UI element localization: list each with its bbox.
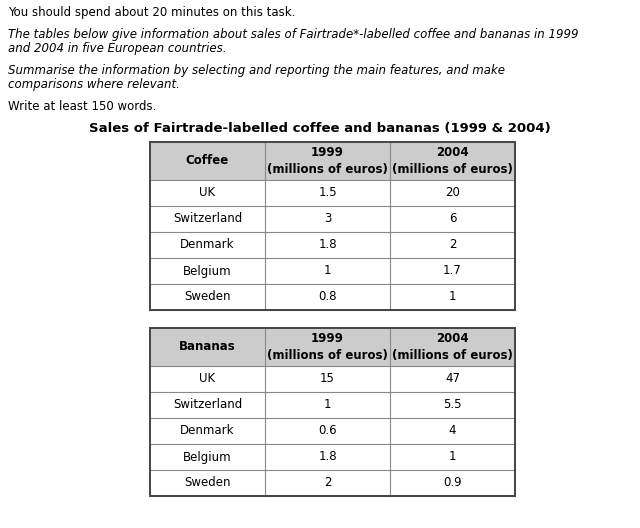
Bar xyxy=(150,180,515,206)
Text: 1: 1 xyxy=(324,265,332,278)
Text: 1.8: 1.8 xyxy=(318,239,337,251)
Text: Summarise the information by selecting and reporting the main features, and make: Summarise the information by selecting a… xyxy=(8,64,505,77)
Text: 3: 3 xyxy=(324,212,331,225)
Text: 1: 1 xyxy=(324,399,332,411)
Text: 2: 2 xyxy=(449,239,456,251)
Text: and 2004 in five European countries.: and 2004 in five European countries. xyxy=(8,42,227,55)
Text: 1.5: 1.5 xyxy=(318,186,337,200)
Text: Sweden: Sweden xyxy=(184,290,231,304)
Text: 6: 6 xyxy=(449,212,456,225)
Bar xyxy=(150,142,515,310)
Text: 47: 47 xyxy=(445,372,460,385)
Bar xyxy=(150,258,515,284)
Text: 2: 2 xyxy=(324,476,332,489)
Text: 1: 1 xyxy=(449,290,456,304)
Bar xyxy=(150,206,515,232)
Text: 1999
(millions of euros): 1999 (millions of euros) xyxy=(267,146,388,175)
Text: 2004
(millions of euros): 2004 (millions of euros) xyxy=(392,146,513,175)
Bar xyxy=(150,366,515,392)
Text: 20: 20 xyxy=(445,186,460,200)
Text: Coffee: Coffee xyxy=(186,155,229,167)
Text: 1999
(millions of euros): 1999 (millions of euros) xyxy=(267,333,388,362)
Text: Bananas: Bananas xyxy=(179,341,236,354)
Bar xyxy=(150,328,515,496)
Text: Sales of Fairtrade-labelled coffee and bananas (1999 & 2004): Sales of Fairtrade-labelled coffee and b… xyxy=(89,122,551,135)
Bar xyxy=(150,418,515,444)
Bar xyxy=(150,392,515,418)
Text: 1.8: 1.8 xyxy=(318,450,337,464)
Text: 1.7: 1.7 xyxy=(443,265,462,278)
Text: 0.9: 0.9 xyxy=(443,476,462,489)
Text: Write at least 150 words.: Write at least 150 words. xyxy=(8,100,156,113)
Text: Switzerland: Switzerland xyxy=(173,399,242,411)
Bar xyxy=(150,142,515,180)
Text: The tables below give information about sales of Fairtrade*-labelled coffee and : The tables below give information about … xyxy=(8,28,579,41)
Text: UK: UK xyxy=(200,372,216,385)
Text: Switzerland: Switzerland xyxy=(173,212,242,225)
Text: 5.5: 5.5 xyxy=(444,399,461,411)
Bar xyxy=(150,470,515,496)
Bar xyxy=(150,444,515,470)
Text: UK: UK xyxy=(200,186,216,200)
Text: Belgium: Belgium xyxy=(183,265,232,278)
Text: Denmark: Denmark xyxy=(180,239,235,251)
Text: 0.6: 0.6 xyxy=(318,425,337,438)
Text: 15: 15 xyxy=(320,372,335,385)
Bar xyxy=(150,328,515,366)
Text: 4: 4 xyxy=(449,425,456,438)
Text: You should spend about 20 minutes on this task.: You should spend about 20 minutes on thi… xyxy=(8,6,296,19)
Text: Denmark: Denmark xyxy=(180,425,235,438)
Bar xyxy=(150,232,515,258)
Text: 1: 1 xyxy=(449,450,456,464)
Text: comparisons where relevant.: comparisons where relevant. xyxy=(8,78,180,91)
Text: Belgium: Belgium xyxy=(183,450,232,464)
Text: Sweden: Sweden xyxy=(184,476,231,489)
Text: 0.8: 0.8 xyxy=(318,290,337,304)
Bar xyxy=(150,284,515,310)
Text: 2004
(millions of euros): 2004 (millions of euros) xyxy=(392,333,513,362)
